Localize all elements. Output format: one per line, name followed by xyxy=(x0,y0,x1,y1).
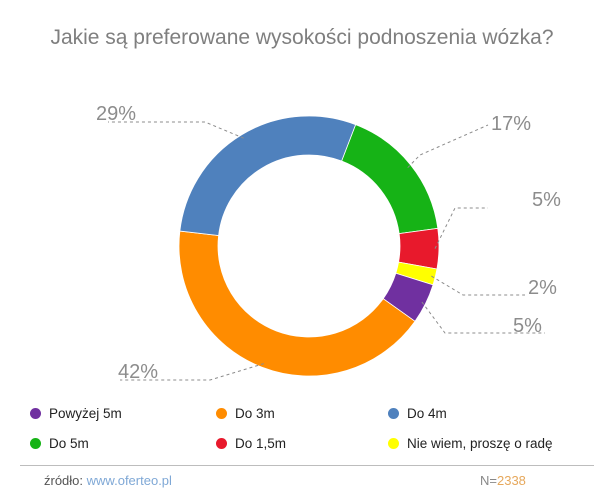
chart-title: Jakie są preferowane wysokości podnoszen… xyxy=(50,26,554,49)
footer-source: źródło: www.oferteo.pl xyxy=(44,473,172,488)
legend-item-do-3m: Do 3m xyxy=(216,404,388,422)
leader-line xyxy=(108,121,244,139)
leader-line xyxy=(431,275,525,296)
legend-swatch xyxy=(388,437,399,449)
data-label: 2% xyxy=(528,277,557,299)
legend: Powyżej 5m Do 3m Do 4m Do 5m Do 1,5m Nie… xyxy=(30,404,590,452)
n-label: N= xyxy=(480,473,497,488)
legend-swatch xyxy=(30,407,41,419)
source-label: źródło: xyxy=(44,473,84,488)
slice-do-3m xyxy=(178,230,416,377)
data-label: 17% xyxy=(491,113,531,135)
leader-line xyxy=(407,124,489,169)
legend-label: Do 5m xyxy=(49,435,89,451)
legend-item-powyzej-5m: Powyżej 5m xyxy=(30,404,216,422)
legend-label: Nie wiem, proszę o radę xyxy=(407,435,553,451)
legend-item-do-4m: Do 4m xyxy=(388,404,588,422)
legend-label: Powyżej 5m xyxy=(49,405,122,421)
sample-size: N=2338 xyxy=(480,473,526,488)
legend-swatch xyxy=(30,437,41,449)
legend-item-do-5m: Do 5m xyxy=(30,434,216,452)
slice-do-4m xyxy=(179,115,357,236)
leader-line xyxy=(434,207,488,249)
legend-item-do-1-5m: Do 1,5m xyxy=(216,434,388,452)
legend-label: Do 4m xyxy=(407,405,447,421)
legend-label: Do 3m xyxy=(235,405,275,421)
legend-label: Do 1,5m xyxy=(235,435,287,451)
leader-line xyxy=(120,363,264,381)
legend-swatch xyxy=(388,407,399,419)
slice-do-5m xyxy=(341,124,439,235)
n-value: 2338 xyxy=(496,473,526,488)
footer-divider xyxy=(20,465,594,466)
leader-line xyxy=(421,301,545,334)
legend-swatch xyxy=(216,437,227,449)
legend-item-nie-wiem: Nie wiem, proszę o radę xyxy=(388,434,588,452)
data-label: 5% xyxy=(513,315,542,337)
source-link[interactable]: www.oferteo.pl xyxy=(86,473,172,488)
data-label: 29% xyxy=(96,103,136,125)
donut-chart: 17% 5% 2% 5% 42% 29% xyxy=(96,103,561,383)
data-label: 5% xyxy=(532,189,561,211)
legend-swatch xyxy=(216,407,227,419)
data-label: 42% xyxy=(118,361,158,383)
